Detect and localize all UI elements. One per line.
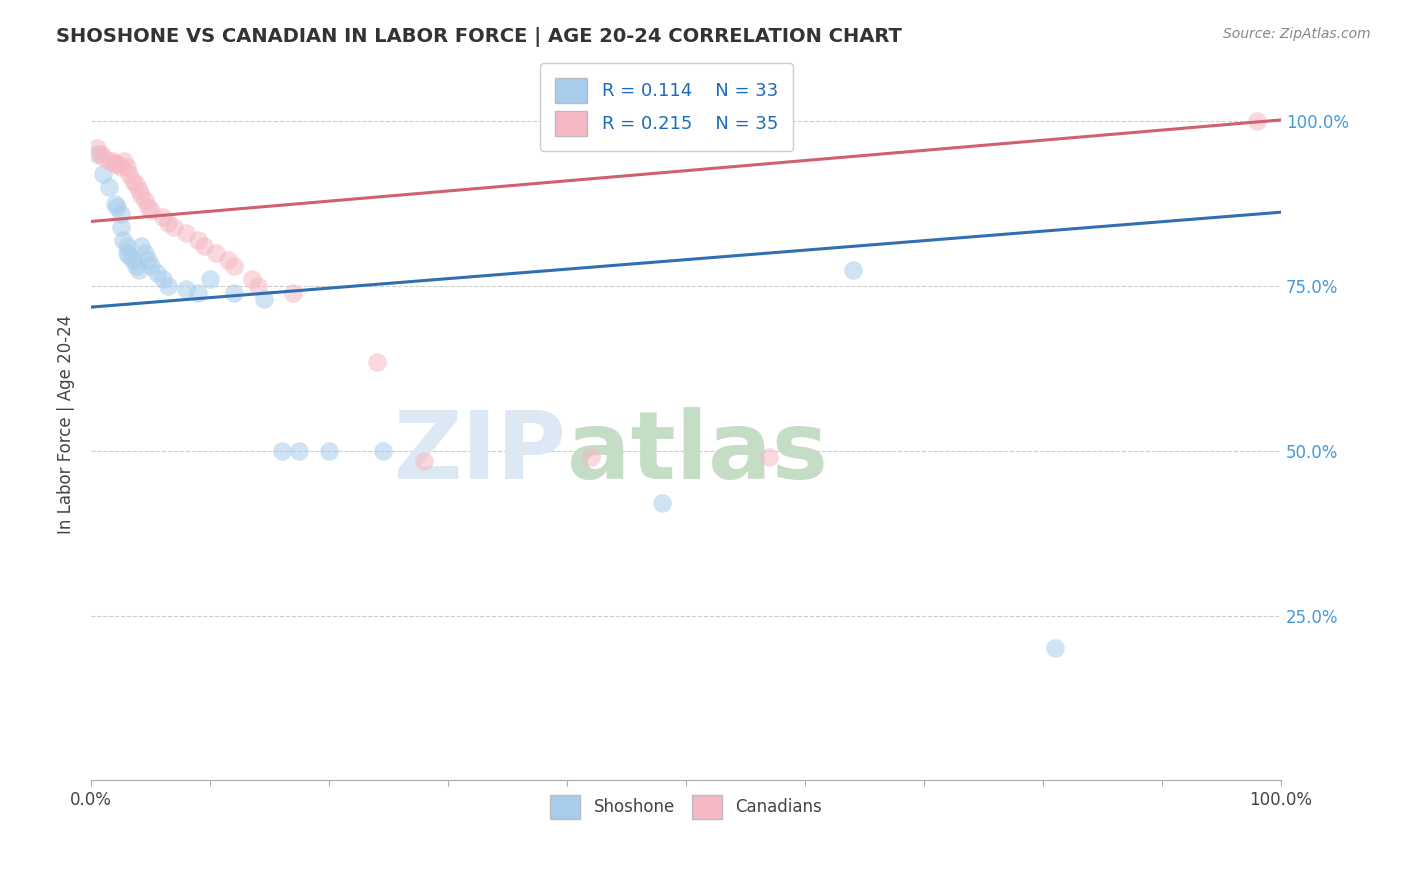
Point — [152, 210, 174, 224]
Point — [112, 233, 135, 247]
Y-axis label: In Labor Force | Age 20-24: In Labor Force | Age 20-24 — [58, 315, 75, 534]
Point — [86, 147, 108, 161]
Point — [90, 147, 112, 161]
Point — [125, 259, 148, 273]
Point — [193, 239, 215, 253]
Point — [86, 140, 108, 154]
Point — [579, 450, 602, 465]
Point — [157, 279, 180, 293]
Point — [110, 206, 132, 220]
Point — [104, 196, 127, 211]
Point — [139, 203, 162, 218]
Point — [176, 227, 198, 241]
Text: atlas: atlas — [567, 407, 828, 499]
Point — [125, 177, 148, 191]
Point — [128, 184, 150, 198]
Point — [134, 246, 156, 260]
Point — [115, 161, 138, 175]
Point — [91, 167, 114, 181]
Point — [98, 153, 121, 168]
Point — [651, 496, 673, 510]
Point — [115, 239, 138, 253]
Point — [163, 219, 186, 234]
Text: ZIP: ZIP — [394, 407, 567, 499]
Point — [198, 272, 221, 286]
Point — [139, 259, 162, 273]
Point — [1043, 641, 1066, 656]
Point — [1246, 114, 1268, 128]
Point — [118, 249, 141, 263]
Point — [110, 161, 132, 175]
Point — [136, 252, 159, 267]
Point — [371, 443, 394, 458]
Point — [205, 246, 228, 260]
Point — [91, 151, 114, 165]
Legend: Shoshone, Canadians: Shoshone, Canadians — [544, 789, 828, 825]
Point — [366, 355, 388, 369]
Point — [253, 292, 276, 306]
Point — [240, 272, 263, 286]
Point — [134, 194, 156, 208]
Point — [413, 453, 436, 467]
Point — [222, 285, 245, 300]
Point — [118, 167, 141, 181]
Point — [145, 266, 167, 280]
Text: Source: ZipAtlas.com: Source: ZipAtlas.com — [1223, 27, 1371, 41]
Point — [104, 157, 127, 171]
Point — [758, 450, 780, 465]
Point — [136, 200, 159, 214]
Point — [121, 252, 143, 267]
Point — [105, 157, 128, 171]
Text: SHOSHONE VS CANADIAN IN LABOR FORCE | AGE 20-24 CORRELATION CHART: SHOSHONE VS CANADIAN IN LABOR FORCE | AG… — [56, 27, 903, 46]
Point — [157, 216, 180, 230]
Point — [283, 285, 305, 300]
Point — [246, 279, 269, 293]
Point — [222, 259, 245, 273]
Point — [129, 188, 152, 202]
Point — [217, 252, 239, 267]
Point — [841, 262, 863, 277]
Point — [187, 233, 209, 247]
Point — [318, 443, 340, 458]
Point — [288, 443, 311, 458]
Point — [98, 180, 121, 194]
Point — [121, 173, 143, 187]
Point — [114, 153, 136, 168]
Point — [176, 282, 198, 296]
Point — [270, 443, 292, 458]
Point — [129, 239, 152, 253]
Point — [187, 285, 209, 300]
Point — [115, 246, 138, 260]
Point — [152, 272, 174, 286]
Point — [105, 200, 128, 214]
Point — [110, 219, 132, 234]
Point — [128, 262, 150, 277]
Point — [101, 153, 124, 168]
